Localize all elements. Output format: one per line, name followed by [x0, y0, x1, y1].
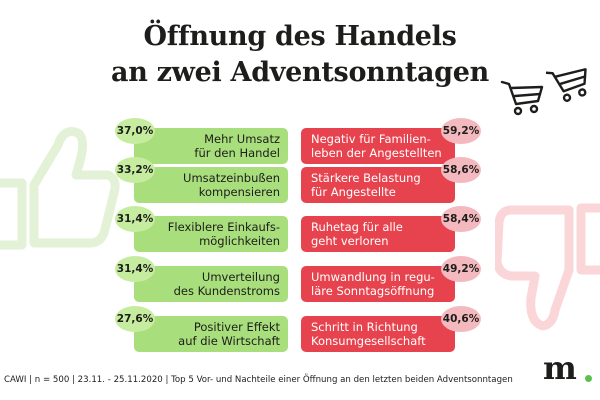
logo-dot	[585, 375, 592, 382]
shopping-cart-icon	[546, 68, 587, 102]
pro-value-badge: 31,4%	[115, 256, 155, 282]
con-argument-label: Umwandlung in regu- läre Sonntagsöffnung	[301, 266, 455, 302]
brand-logo: m	[543, 349, 577, 387]
pro-value-badge: 31,4%	[115, 206, 155, 232]
con-argument-label: Ruhetag für alle geht verloren	[301, 216, 455, 252]
pro-argument-label: Positiver Effekt auf die Wirtschaft	[134, 316, 288, 352]
pro-argument-label: Umverteilung des Kundenstroms	[134, 266, 288, 302]
pro-argument-label: Mehr Umsatz für den Handel	[134, 128, 288, 164]
thumbs-up-icon	[0, 127, 120, 250]
thumbs-down-icon	[495, 203, 600, 331]
shopping-cart-icon	[500, 80, 544, 116]
pro-value-badge: 27,6%	[115, 306, 155, 332]
con-value-badge: 49,2%	[441, 256, 481, 282]
pro-value-badge: 37,0%	[115, 118, 155, 144]
con-value-badge: 59,2%	[441, 118, 481, 144]
pro-value-badge: 33,2%	[115, 157, 155, 183]
con-argument-label: Negativ für Familien- leben der Angestel…	[301, 128, 455, 164]
con-argument-label: Schritt in Richtung Konsumgesellschaft	[301, 316, 455, 352]
footer-source-note: CAWI | n = 500 | 23.11. - 25.11.2020 | T…	[4, 375, 513, 385]
chart-title: Öffnung des Handels	[143, 21, 457, 52]
pro-argument-label: Umsatzeinbußen kompensieren	[134, 167, 288, 203]
pro-argument-label: Flexiblere Einkaufs- möglichkeiten	[134, 216, 288, 252]
con-value-badge: 40,6%	[441, 306, 481, 332]
chart-subtitle: an zwei Adventsonntagen	[111, 57, 489, 88]
con-value-badge: 58,4%	[441, 206, 481, 232]
con-argument-label: Stärkere Belastung für Angestellte	[301, 167, 455, 203]
con-value-badge: 58,6%	[441, 157, 481, 183]
